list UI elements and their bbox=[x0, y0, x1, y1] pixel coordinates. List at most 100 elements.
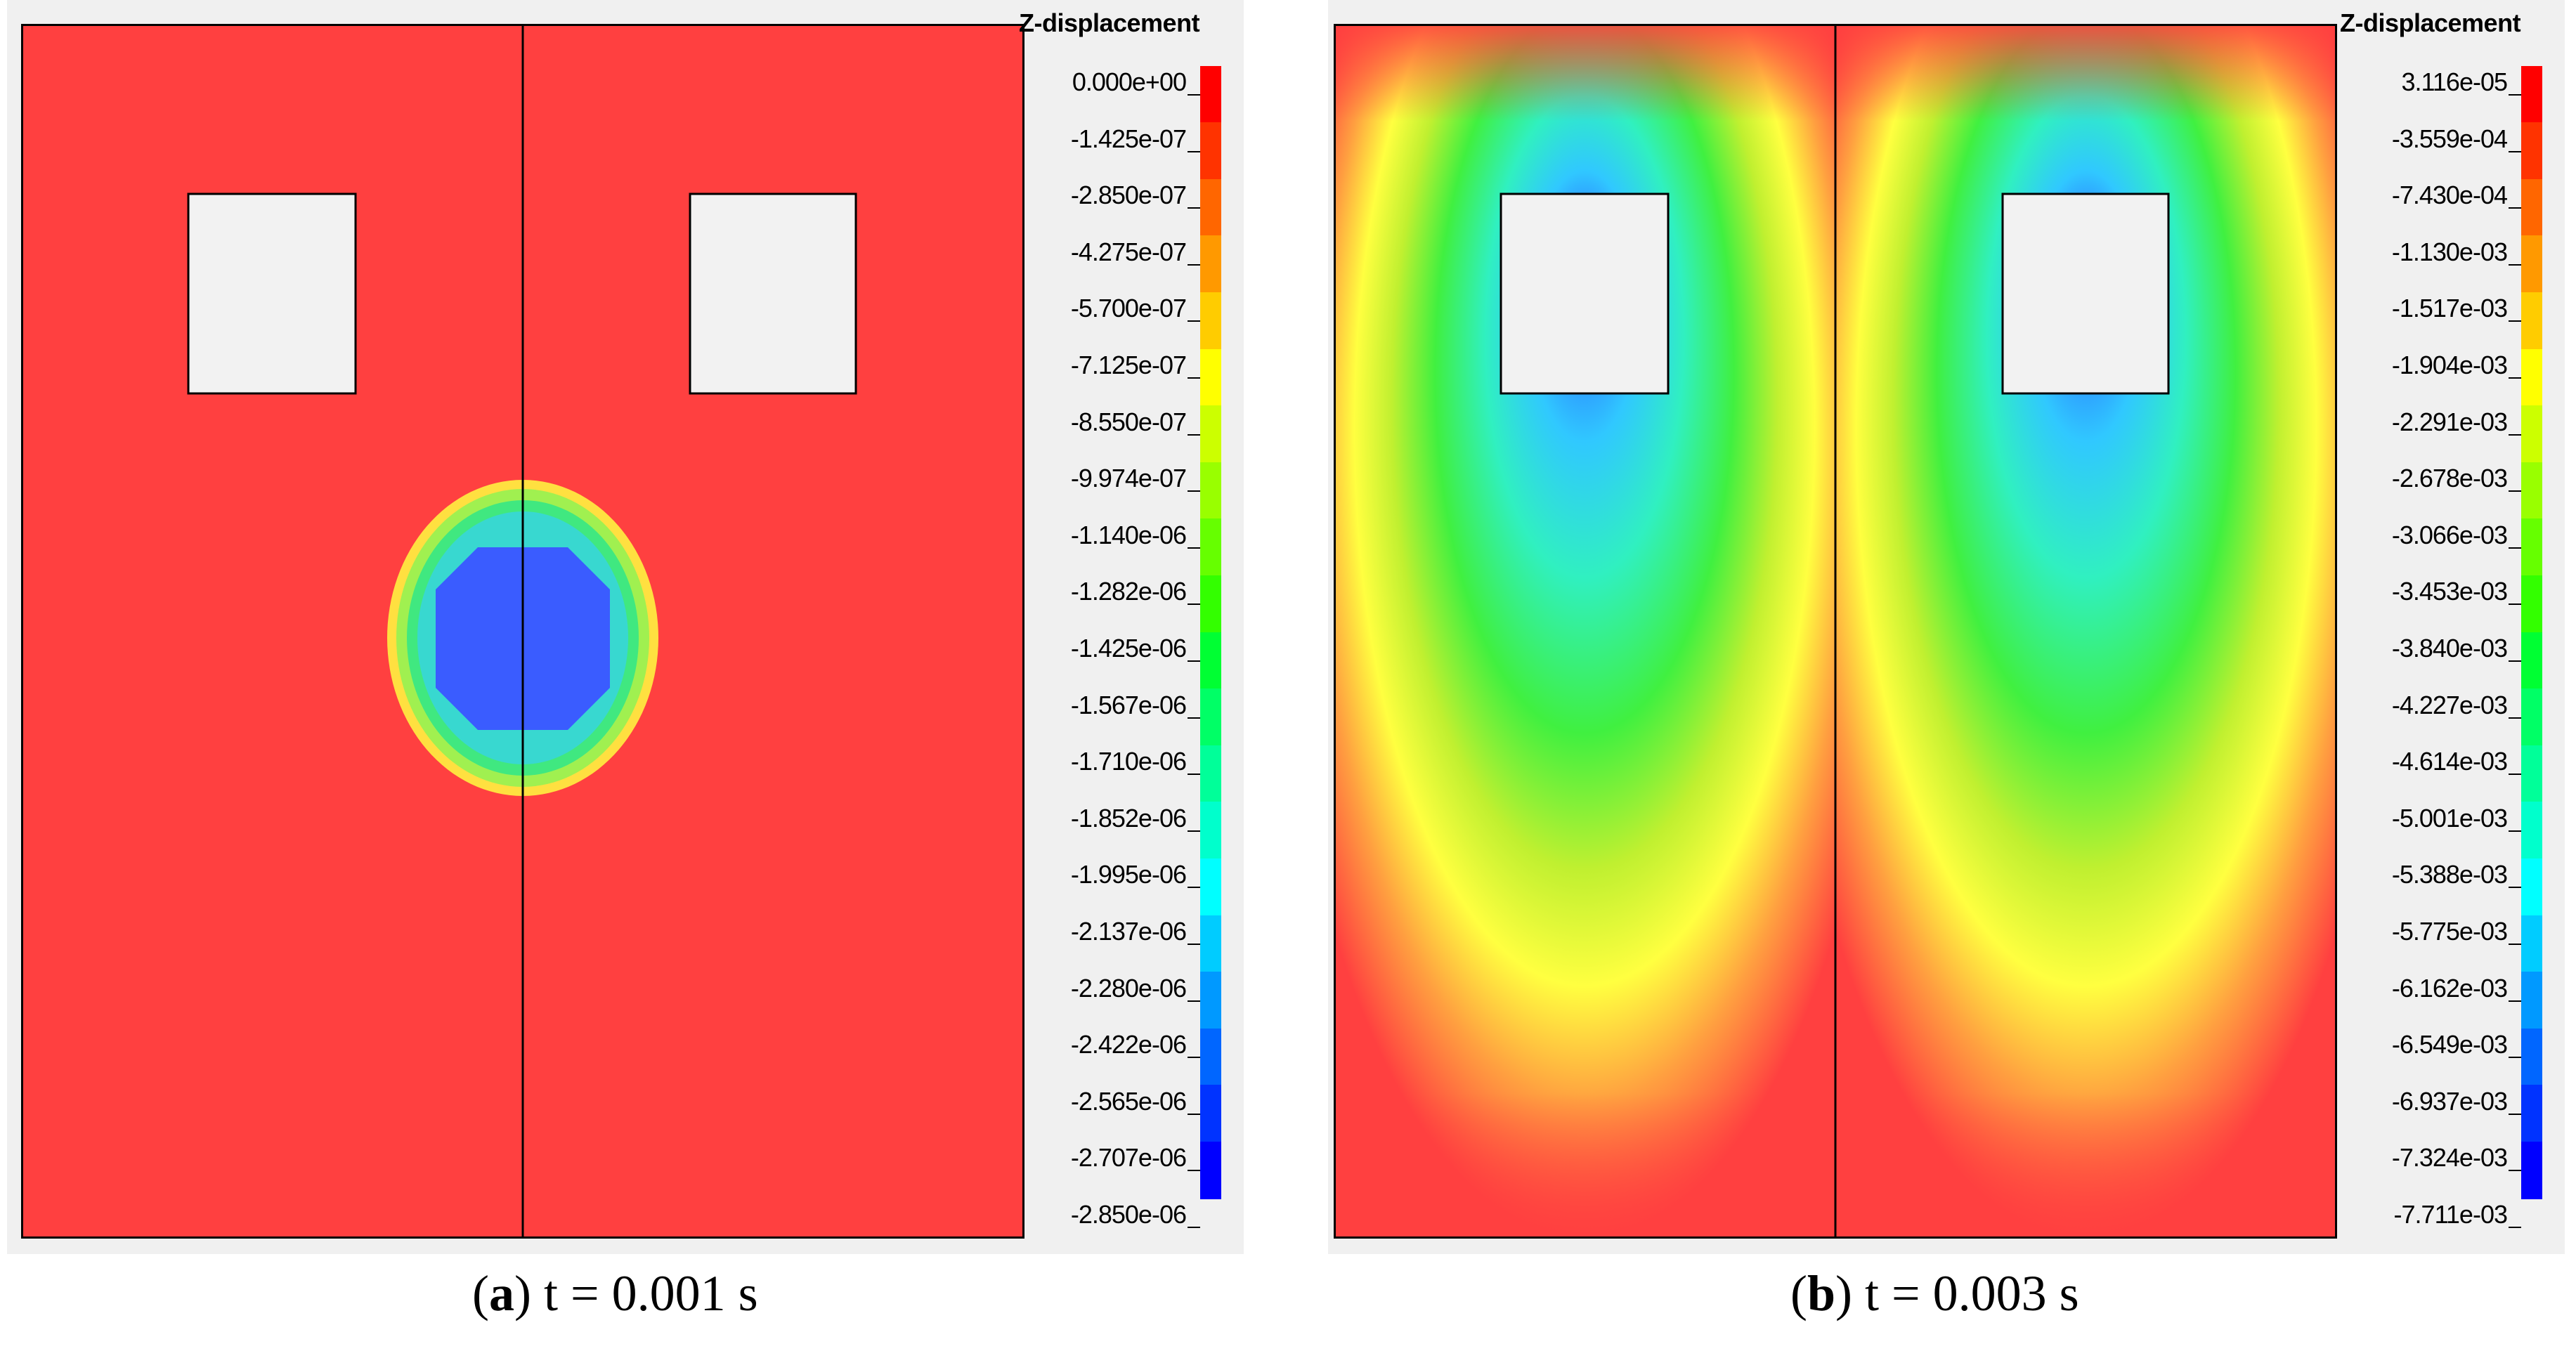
colorbar-cell bbox=[2521, 1142, 2542, 1199]
colorbar-cell bbox=[2521, 1028, 2542, 1086]
legend-tick-label: -9.974e-07 bbox=[1070, 464, 1187, 493]
legend-tick-label: -2.565e-06 bbox=[1070, 1086, 1187, 1116]
caption-open: ( bbox=[472, 1265, 489, 1321]
legend-tick-label: -2.850e-07 bbox=[1070, 181, 1187, 210]
legend-tick-label: -1.425e-06 bbox=[1070, 634, 1187, 663]
legend-tick-mark bbox=[2509, 94, 2521, 96]
legend-tick-label: -7.324e-03 bbox=[2391, 1143, 2508, 1173]
window-right bbox=[2001, 192, 2170, 395]
colorbar-cell bbox=[1200, 915, 1221, 973]
legend-title: Z-displacement bbox=[2340, 8, 2521, 37]
caption-open: ( bbox=[1790, 1265, 1807, 1321]
legend-tick-label: -3.559e-04 bbox=[2391, 124, 2508, 153]
legend-tick-mark bbox=[1188, 547, 1200, 549]
colorbar-cell bbox=[2521, 462, 2542, 520]
colorbar-cell bbox=[2521, 235, 2542, 294]
legend-tick-label: -1.282e-06 bbox=[1070, 577, 1187, 606]
colorbar-cell bbox=[1200, 575, 1221, 633]
legend-tick-mark bbox=[1188, 660, 1200, 662]
colorbar-cell bbox=[1200, 859, 1221, 916]
panel-b: Z-displacement 3.116e-05 -3.559e-04 -7.430… bbox=[1328, 0, 2565, 1254]
colorbar-cell bbox=[2521, 65, 2542, 124]
colorbar-cell bbox=[2521, 915, 2542, 973]
colorbar-cell bbox=[2521, 1085, 2542, 1143]
legend-tick-label: -5.775e-03 bbox=[2391, 917, 2508, 946]
legend-tick-mark bbox=[1188, 717, 1200, 719]
legend-tick-mark bbox=[2509, 263, 2521, 266]
legend-tick-mark bbox=[1188, 94, 1200, 96]
legend-tick-label: -6.162e-03 bbox=[2391, 973, 2508, 1003]
legend-tick-label: -2.291e-03 bbox=[2391, 407, 2508, 436]
legend-tick-mark bbox=[1188, 377, 1200, 379]
caption-close: ) bbox=[514, 1265, 531, 1321]
legend-tick-label: -2.850e-06 bbox=[1070, 1200, 1187, 1229]
legend-tick-label: -1.130e-03 bbox=[2391, 237, 2508, 266]
legend-tick-label: -4.614e-03 bbox=[2391, 747, 2508, 776]
legend-tick-label: -5.388e-03 bbox=[2391, 860, 2508, 889]
colorbar-cell bbox=[1200, 405, 1221, 463]
legend-tick-label: -1.995e-06 bbox=[1070, 860, 1187, 889]
legend-b: Z-displacement 3.116e-05 -3.559e-04 -7.430… bbox=[2340, 0, 2563, 1254]
caption-time: t = 0.001 s bbox=[531, 1265, 758, 1321]
colorbar-cell bbox=[2521, 348, 2542, 407]
legend-tick-mark bbox=[1188, 944, 1200, 945]
colorbar-cell bbox=[1200, 632, 1221, 690]
legend-tick-mark bbox=[1188, 1057, 1200, 1059]
legend-tick-mark bbox=[2509, 377, 2521, 379]
legend-tick-mark bbox=[1188, 1000, 1200, 1002]
legend-tick-label: -7.430e-04 bbox=[2391, 181, 2508, 210]
colorbar-cell bbox=[1200, 688, 1221, 746]
legend-tick-mark bbox=[1188, 1113, 1200, 1115]
plot-a bbox=[21, 24, 1024, 1239]
legend-tick-label: -3.840e-03 bbox=[2391, 634, 2508, 663]
legend-a: Z-displacement 0.000e+00 -1.425e-07 -2.850… bbox=[1019, 0, 1242, 1254]
legend-tick-mark bbox=[1188, 830, 1200, 832]
legend-tick-label: -2.280e-06 bbox=[1070, 973, 1187, 1003]
legend-tick-label: -1.852e-06 bbox=[1070, 803, 1187, 833]
colorbar-cell bbox=[2521, 405, 2542, 463]
colorbar-cell bbox=[1200, 802, 1221, 860]
legend-tick-mark bbox=[2509, 1170, 2521, 1172]
legend-tick-mark bbox=[1188, 1227, 1200, 1228]
legend-tick-label: -4.275e-07 bbox=[1070, 237, 1187, 266]
legend-tick-label: -2.422e-06 bbox=[1070, 1030, 1187, 1059]
legend-tick-label: -5.001e-03 bbox=[2391, 803, 2508, 833]
legend-tick-label: -6.937e-03 bbox=[2391, 1086, 2508, 1116]
legend-tick-label: -1.904e-03 bbox=[2391, 351, 2508, 379]
legend-tick-mark bbox=[1188, 774, 1200, 776]
colorbar-cell bbox=[1200, 745, 1221, 803]
legend-tick-mark bbox=[2509, 490, 2521, 492]
colorbar bbox=[1200, 65, 1221, 1199]
colorbar-cell bbox=[1200, 348, 1221, 407]
plot-b bbox=[1334, 24, 2337, 1239]
legend-tick-mark bbox=[1188, 887, 1200, 889]
window-left bbox=[187, 192, 357, 395]
legend-tick-label: -1.425e-07 bbox=[1070, 124, 1187, 153]
legend-tick-mark bbox=[1188, 490, 1200, 492]
caption-b: (b) t = 0.003 s bbox=[1790, 1265, 2079, 1323]
legend-tick-mark bbox=[2509, 603, 2521, 606]
legend-tick-label: -7.711e-03 bbox=[2393, 1200, 2508, 1229]
colorbar-cell bbox=[2521, 632, 2542, 690]
panel-a: Z-displacement 0.000e+00 -1.425e-07 -2.850… bbox=[7, 0, 1244, 1254]
legend-tick-mark bbox=[2509, 1057, 2521, 1059]
plate-border bbox=[21, 24, 1024, 1239]
legend-tick-label: -7.125e-07 bbox=[1070, 351, 1187, 379]
legend-tick-label: 0.000e+00 bbox=[1072, 67, 1187, 96]
legend-tick-mark bbox=[2509, 320, 2521, 322]
legend-title: Z-displacement bbox=[1019, 8, 1200, 37]
legend-tick-label: -3.066e-03 bbox=[2391, 520, 2508, 549]
legend-tick-label: -5.700e-07 bbox=[1070, 294, 1187, 323]
legend-tick-mark bbox=[2509, 433, 2521, 436]
legend-tick-mark bbox=[2509, 207, 2521, 209]
legend-tick-mark bbox=[2509, 1000, 2521, 1002]
legend-tick-mark bbox=[2509, 887, 2521, 889]
legend-tick-mark bbox=[2509, 1113, 2521, 1115]
colorbar-cell bbox=[1200, 1142, 1221, 1199]
legend-tick-label: -2.137e-06 bbox=[1070, 917, 1187, 946]
legend-tick-label: -1.567e-06 bbox=[1070, 690, 1187, 719]
legend-tick-label: -8.550e-07 bbox=[1070, 407, 1187, 436]
colorbar-cell bbox=[2521, 518, 2542, 577]
colorbar-cell bbox=[1200, 518, 1221, 577]
window-left bbox=[1500, 192, 1670, 395]
